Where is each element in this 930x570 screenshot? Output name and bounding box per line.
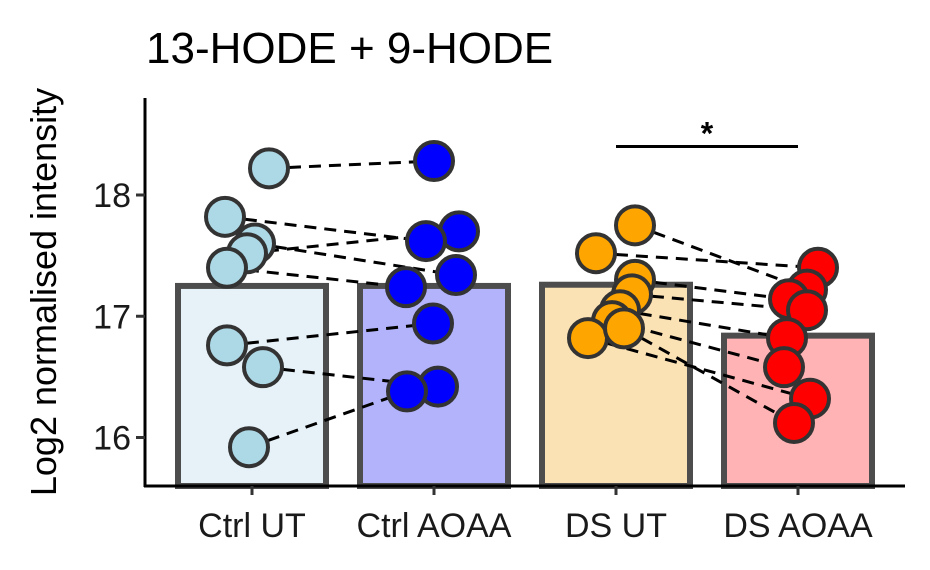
pair-line-ds xyxy=(634,278,790,301)
y-tick-label: 18 xyxy=(93,177,131,215)
points-layer xyxy=(204,140,839,469)
axes-layer: 16 17 18 Ctrl UT Ctrl AOAA DS UT DS AOAA xyxy=(93,98,905,545)
chart-title: 13-HODE + 9-HODE xyxy=(146,24,553,73)
data-point xyxy=(575,232,617,275)
data-point xyxy=(763,346,805,389)
x-tick-label: Ctrl UT xyxy=(198,507,306,545)
y-tick-label: 17 xyxy=(93,298,131,336)
pair-line-ds xyxy=(619,308,788,340)
x-tick-label: Ctrl AOAA xyxy=(357,507,512,545)
data-point xyxy=(614,204,656,247)
pair-line-ctrl xyxy=(254,242,457,277)
data-point xyxy=(413,140,455,183)
data-point xyxy=(206,246,248,289)
pair-line-ctrl xyxy=(226,322,434,347)
data-point xyxy=(412,302,454,345)
significance-layer: * xyxy=(616,116,798,152)
data-point xyxy=(603,307,645,350)
data-point xyxy=(567,317,609,360)
pair-line-ds xyxy=(634,223,808,291)
x-tick-label: DS UT xyxy=(565,507,667,545)
data-point xyxy=(242,346,284,389)
data-point xyxy=(435,254,477,297)
data-point xyxy=(206,324,248,367)
data-point xyxy=(386,370,428,413)
pair-line-ds xyxy=(595,251,819,270)
data-point xyxy=(228,426,270,469)
data-point xyxy=(405,220,447,263)
pair-line-ctrl xyxy=(268,159,435,170)
pair-line-ctrl xyxy=(248,390,408,449)
pair-line-ctrl xyxy=(246,229,460,255)
data-point xyxy=(385,266,427,309)
data-point xyxy=(773,401,815,444)
significance-label: * xyxy=(701,116,714,152)
y-tick-label: 16 xyxy=(93,420,131,458)
bars-layer xyxy=(175,281,875,489)
pair-line-ds xyxy=(623,327,795,425)
pair-line-ds xyxy=(587,336,811,401)
data-point xyxy=(248,147,290,190)
data-point xyxy=(786,289,828,332)
data-point xyxy=(204,195,246,238)
y-axis-label: Log2 normalised intensity xyxy=(23,88,64,496)
x-tick-label: DS AOAA xyxy=(723,507,873,545)
